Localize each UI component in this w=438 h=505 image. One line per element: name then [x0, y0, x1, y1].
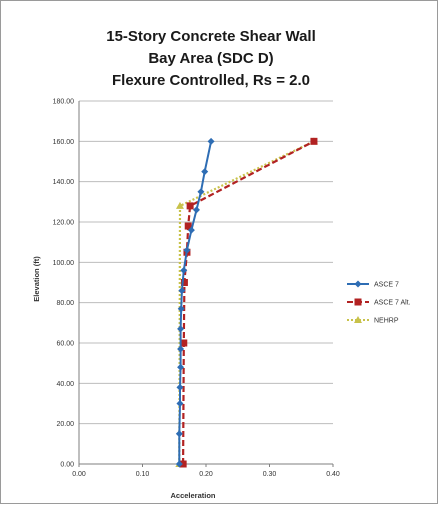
y-axis-ticks: 0.00 20.00 40.00 60.00 80.00 100.00 120.00 140.…	[53, 99, 75, 469]
legend-label-1: ASCE 7 Alt.	[374, 300, 411, 307]
data-point-0-14	[201, 168, 209, 176]
legend-marker-1	[354, 298, 362, 306]
data-point-1-1	[180, 339, 188, 347]
y-tick-label-7: 140.00	[53, 179, 75, 186]
data-point-1-4	[184, 222, 192, 230]
series-line-2	[178, 140, 315, 465]
data-point-0-15	[207, 137, 215, 145]
data-point-1-5	[186, 202, 194, 210]
y-tick-label-4: 80.00	[56, 300, 74, 307]
data-point-0-11	[187, 226, 195, 234]
data-point-0-2	[176, 400, 184, 407]
x-tick-label-4: 0.40	[326, 471, 340, 478]
data-point-1-6	[310, 137, 318, 145]
data-point-0-10	[183, 246, 191, 254]
y-axis-title: Elevation (ft)	[32, 256, 41, 302]
plot-area	[79, 101, 333, 464]
title-line-3: Flexure Controlled, Rs = 2.0	[112, 72, 310, 89]
data-point-0-0	[175, 460, 183, 468]
legend-label-2: NEHRP	[374, 318, 399, 325]
plot-background	[79, 101, 333, 464]
title-line-1: 15-Story Concrete Shear Wall	[106, 28, 316, 45]
x-tick-label-1: 0.10	[136, 471, 150, 478]
x-axis-ticks: 0.00 0.10 0.20 0.30 0.40	[72, 464, 340, 478]
y-tick-label-0: 0.00	[60, 462, 74, 469]
data-point-1-0	[179, 460, 187, 468]
legend: ASCE 7 ASCE 7 Alt. NEHRP	[347, 280, 411, 325]
y-tick-label-8: 160.00	[53, 139, 75, 146]
title-line-2: Bay Area (SDC D)	[148, 50, 273, 67]
legend-marker-0	[354, 280, 362, 288]
data-point-0-7	[177, 305, 185, 313]
y-tick-label-3: 60.00	[56, 341, 74, 348]
y-tick-label-1: 20.00	[56, 421, 74, 428]
series-0	[175, 137, 215, 468]
legend-marker-2	[354, 316, 362, 323]
series-layer	[175, 137, 318, 468]
data-point-0-4	[177, 363, 185, 371]
data-point-0-12	[192, 206, 200, 214]
data-point-0-13	[197, 188, 205, 196]
y-tick-label-2: 40.00	[56, 381, 74, 388]
data-point-0-9	[180, 266, 188, 274]
legend-label-0: ASCE 7	[374, 282, 399, 289]
data-point-2-1	[175, 201, 184, 209]
x-tick-label-2: 0.20	[199, 471, 213, 478]
series-line-0	[178, 141, 213, 464]
x-tick-label-3: 0.30	[263, 471, 277, 478]
chart-title: 15-Story Concrete Shear Wall Bay Area (S…	[106, 28, 316, 89]
x-axis-title: Acceleration	[170, 491, 215, 500]
y-tick-label-5: 100.00	[53, 260, 75, 267]
x-tick-label-0: 0.00	[72, 471, 86, 478]
gridlines	[78, 100, 333, 465]
data-point-0-3	[176, 383, 184, 391]
data-point-1-2	[180, 279, 188, 286]
data-point-0-1	[175, 430, 183, 438]
data-point-0-8	[178, 287, 186, 295]
data-point-0-6	[177, 325, 185, 333]
data-point-0-5	[177, 345, 185, 353]
y-tick-label-6: 120.00	[53, 220, 75, 227]
y-tick-label-9: 180.00	[53, 99, 75, 106]
